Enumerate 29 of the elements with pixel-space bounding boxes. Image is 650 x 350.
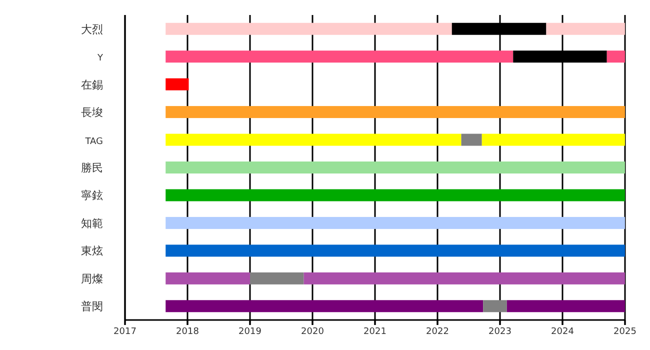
y-tick-label: 長埈 <box>81 106 103 120</box>
y-tick-label: 寧鉉 <box>81 189 103 202</box>
x-tick-label: 2018 <box>176 327 200 337</box>
y-tick-label: 在錫 <box>81 78 103 92</box>
y-tick-label: 大烈 <box>81 22 103 36</box>
x-tick-label: 2024 <box>551 327 574 337</box>
bar <box>166 162 625 174</box>
y-tick-label: 知範 <box>81 216 103 230</box>
y-tick-label: 普閔 <box>81 300 103 314</box>
y-tick-label: 周燦 <box>81 272 103 286</box>
y-tick-label: 勝民 <box>81 162 103 174</box>
bar <box>166 106 625 118</box>
bar <box>461 134 482 146</box>
bar <box>250 272 304 284</box>
bar <box>166 216 625 229</box>
x-tick-label: 2022 <box>426 327 449 337</box>
x-tick-label: 2019 <box>238 327 262 337</box>
bar <box>483 300 507 312</box>
y-tick-label: 東炫 <box>81 244 103 258</box>
bar <box>166 244 625 257</box>
y-tick-label: TAG <box>84 136 104 147</box>
x-tick-label: 2025 <box>614 327 636 337</box>
bar <box>166 189 625 202</box>
x-tick-label: 2020 <box>301 327 324 337</box>
y-tick-label: Y <box>96 54 104 64</box>
x-tick-label: 2023 <box>488 327 512 337</box>
x-tick-label: 2021 <box>364 327 386 337</box>
x-tick-label: 2017 <box>114 327 136 337</box>
bar <box>166 78 189 90</box>
